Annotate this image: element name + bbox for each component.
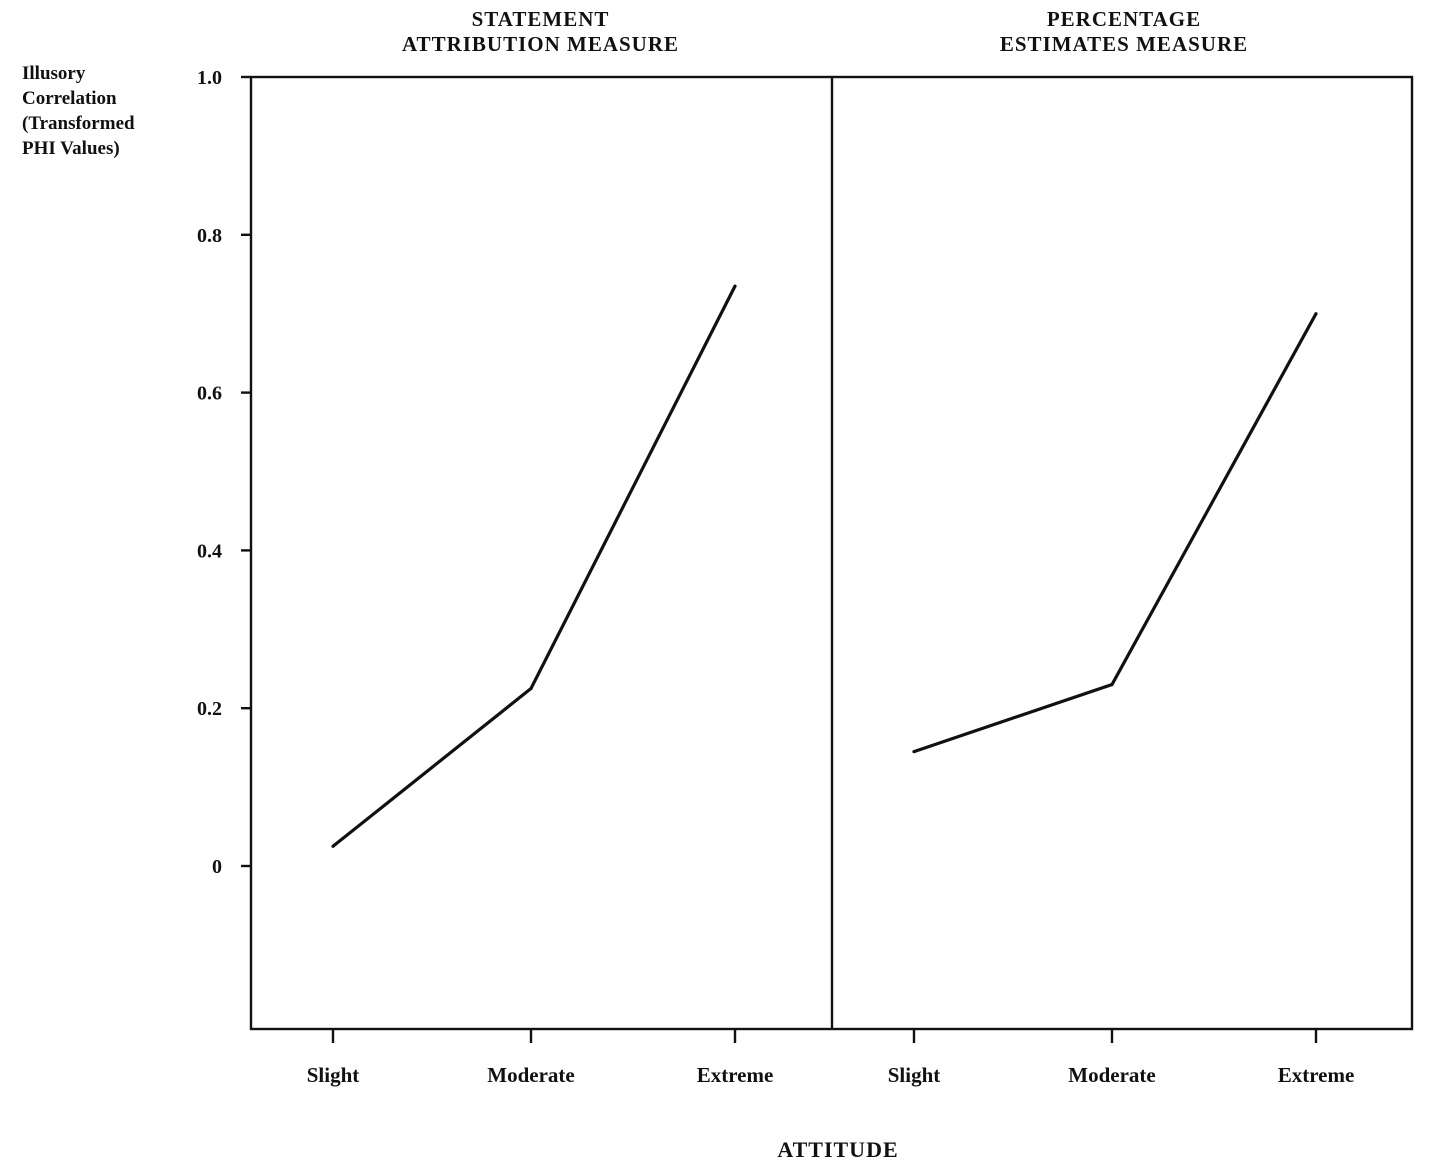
y-tick-label: 0.8 [197,225,222,247]
x-tick-label: Slight [307,1063,360,1087]
y-axis-label-line: (Transformed [22,113,135,134]
y-axis-label-line: PHI Values) [22,138,120,159]
panel-title-line: ATTRIBUTION MEASURE [402,32,679,56]
data-point [912,750,916,754]
y-tick-label: 0 [212,856,222,878]
data-point [529,686,533,691]
data-point [331,844,335,848]
y-axis-label: Illusory Correlation (Transformed PHI Value… [22,63,135,159]
y-tick-label: 0.4 [197,540,222,562]
x-tick-label: Moderate [1068,1063,1155,1087]
x-axis-label: ATTITUDE [777,1137,898,1162]
y-axis-label-line: Illusory [22,63,86,84]
panel-title-line: STATEMENT [472,7,610,31]
y-tick-label: 0.6 [197,383,222,405]
y-axis-label-line: Correlation [22,88,117,109]
x-tick-label: Extreme [1278,1063,1355,1087]
panel-title-line: PERCENTAGE [1047,7,1201,31]
series-line [332,285,737,848]
y-tick-label: 1.0 [197,67,222,89]
data-point [1314,312,1318,316]
x-tick-label: Moderate [487,1063,574,1087]
x-tick-label: Slight [888,1063,941,1087]
x-tick-label: Extreme [697,1063,774,1087]
y-axis: 1.0 0.8 0.6 0.4 0.2 0 [197,67,251,878]
y-tick-label: 0.2 [197,698,222,720]
data-point [1110,682,1114,687]
data-point [733,284,737,288]
series-line [913,312,1318,754]
panel-title-line: ESTIMATES MEASURE [1000,32,1248,56]
